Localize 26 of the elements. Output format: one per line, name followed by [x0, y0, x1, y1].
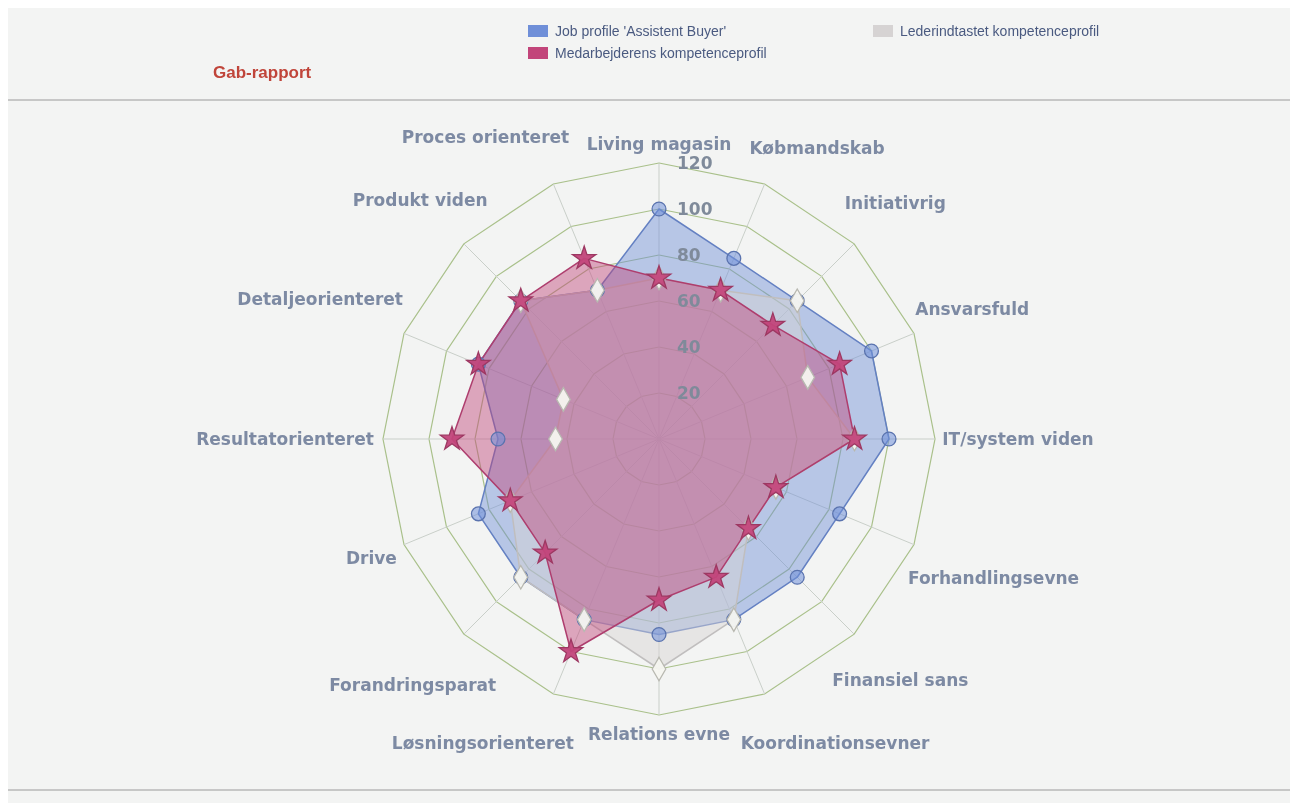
spoke-label: Drive [345, 548, 397, 569]
spoke-label: Forandringsparat [329, 675, 497, 696]
spoke-label: Løsningsorienteret [391, 732, 575, 753]
spoke-label: Relations evne [588, 724, 730, 744]
text: Gab-rapport [213, 63, 312, 82]
y-tick-label: 40 [677, 337, 701, 357]
spoke-label: Proces orienteret [401, 127, 570, 148]
legend-label: Lederindtastet kompetenceprofil [900, 23, 1100, 39]
spoke-label: Ansvarsfuld [915, 299, 1030, 320]
spoke-label: IT/system viden [942, 429, 1094, 449]
spoke-label: Koordinationsevner [740, 732, 931, 753]
spoke-label: Initiativrig [844, 192, 946, 213]
legend-label: Medarbejderens kompetenceprofil [555, 45, 767, 61]
y-tick-label: 20 [677, 383, 701, 403]
y-tick-label: 100 [677, 199, 713, 219]
spoke-label: Produkt viden [352, 190, 488, 211]
spoke-label: Resultatorienteret [196, 429, 374, 449]
y-tick-label: 60 [677, 291, 701, 311]
legend-label: Job profile 'Assistent Buyer' [555, 23, 727, 39]
y-tick-label: 120 [677, 153, 713, 173]
spoke-label: Detaljeorienteret [237, 288, 404, 309]
spoke-label: Forhandlingsevne [907, 567, 1080, 588]
y-tick-label: 80 [677, 245, 701, 265]
spoke-label: Living magasin [586, 134, 732, 154]
spoke-label: Finansiel sans [832, 670, 969, 691]
spoke-label: Købmandskab [749, 137, 885, 158]
